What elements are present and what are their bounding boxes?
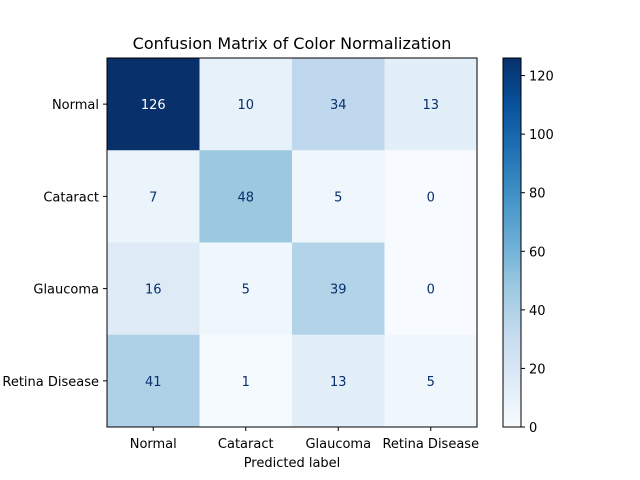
cell-value-label: 13: [330, 375, 347, 390]
cell-value-label: 5: [334, 190, 342, 205]
heatmap-cell: [199, 58, 293, 151]
y-tick-label: Normal: [52, 98, 99, 113]
heatmap-cell: [292, 242, 385, 336]
heatmap-cell: [107, 242, 200, 336]
cell-value-label: 10: [237, 98, 254, 113]
y-axis-ticks: Normal Cataract Glaucoma Retina Disease: [2, 98, 107, 390]
x-tick-label: Glaucoma: [305, 437, 371, 452]
heatmap-cell: [107, 334, 200, 428]
cell-value-label: 7: [149, 190, 157, 205]
colorbar-tick-label: 120: [529, 70, 554, 85]
colorbar-tick-label: 100: [529, 128, 554, 143]
cell-value-label: 34: [330, 98, 347, 113]
x-tick-label: Retina Disease: [382, 437, 479, 452]
cell-value-label: 0: [427, 190, 435, 205]
chart-title: Confusion Matrix of Color Normalization: [133, 34, 452, 53]
y-tick-label: Retina Disease: [2, 375, 99, 390]
colorbar-tick-label: 60: [529, 245, 546, 260]
heatmap-cell: [384, 242, 478, 336]
x-axis-ticks: Normal Cataract Glaucoma Retina Disease: [130, 427, 479, 452]
cell-value-label: 41: [145, 375, 162, 390]
heatmap-cell: [107, 150, 200, 243]
heatmap-cell: [384, 334, 478, 428]
heatmap-cell: [292, 58, 385, 151]
cell-value-label: 1: [242, 375, 250, 390]
cell-value-label: 13: [422, 98, 439, 113]
cell-value-label: 5: [242, 283, 250, 298]
x-axis-label: Predicted label: [244, 456, 341, 471]
cell-value-label: 16: [145, 283, 162, 298]
cell-value-label: 48: [237, 190, 254, 205]
cell-value-label: 5: [427, 375, 435, 390]
colorbar: [502, 57, 522, 428]
heatmap-cell: [292, 334, 385, 428]
heatmap-cell: [199, 242, 293, 336]
y-tick-label: Cataract: [43, 190, 99, 205]
x-tick-label: Normal: [130, 437, 177, 452]
colorbar-tick-label: 40: [529, 304, 546, 319]
colorbar-tick-label: 0: [529, 421, 537, 436]
colorbar-tick-label: 20: [529, 362, 546, 377]
heatmap-cell: [384, 58, 478, 151]
colorbar-tick-label: 80: [529, 187, 546, 202]
heatmap-cells: 126 10 34 13 7 48 5 0 16 5 39 0 41 1 13 5: [107, 58, 478, 428]
heatmap-cell: [107, 58, 200, 151]
x-tick-label: Cataract: [218, 437, 274, 452]
cell-value-label: 0: [427, 283, 435, 298]
heatmap-cell: [384, 150, 478, 243]
y-tick-label: Glaucoma: [33, 283, 99, 298]
heatmap-cell: [199, 150, 293, 243]
cell-value-label: 39: [330, 283, 347, 298]
colorbar-ticks: 0 20 40 60 80 100 120: [521, 70, 554, 436]
heatmap-cell: [292, 150, 385, 243]
cell-value-label: 126: [141, 98, 166, 113]
heatmap-cell: [199, 334, 293, 428]
plot-frame: [106, 57, 478, 428]
